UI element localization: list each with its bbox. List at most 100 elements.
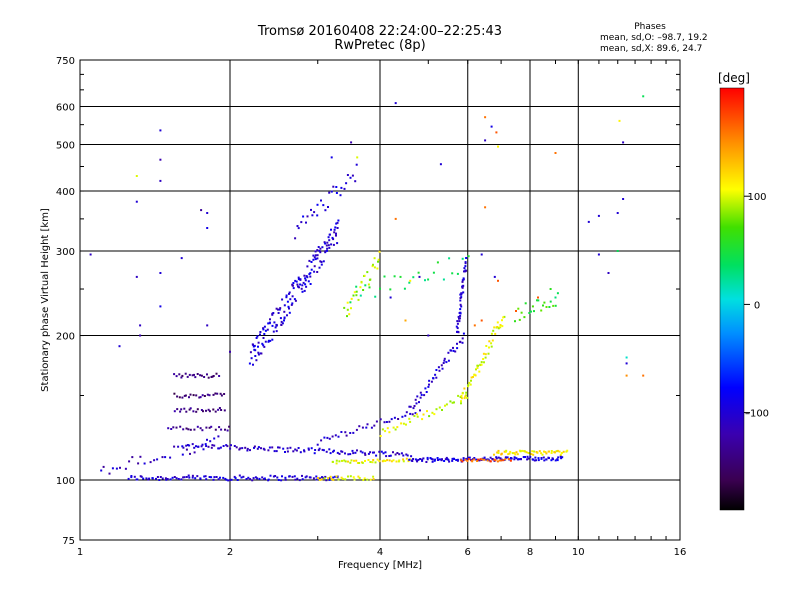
data-point — [477, 458, 480, 461]
data-point — [263, 345, 266, 348]
data-point — [625, 362, 628, 365]
data-point — [483, 361, 485, 364]
data-point — [399, 275, 402, 278]
data-point — [366, 271, 369, 274]
data-point — [291, 302, 294, 305]
data-point — [313, 256, 316, 259]
data-point — [493, 458, 496, 461]
data-point — [358, 477, 361, 479]
data-point — [280, 320, 283, 323]
data-point — [479, 363, 482, 366]
chart-title: Tromsø 20160408 22:24:00–22:25:43 — [257, 24, 503, 39]
data-point — [191, 374, 194, 377]
data-point — [323, 477, 326, 480]
data-point — [462, 284, 465, 287]
data-point — [347, 460, 349, 463]
data-point — [329, 475, 332, 478]
data-point — [497, 327, 500, 330]
data-point — [193, 373, 195, 376]
data-point — [353, 478, 356, 481]
data-point — [314, 258, 317, 261]
data-point — [201, 394, 204, 397]
data-point — [348, 313, 351, 316]
data-point — [148, 477, 151, 480]
data-point — [415, 413, 418, 416]
data-point — [346, 301, 349, 304]
data-point — [560, 452, 563, 454]
data-point — [491, 458, 494, 460]
data-point — [308, 259, 311, 262]
data-point — [485, 458, 488, 461]
data-point — [421, 458, 424, 461]
data-point — [356, 156, 359, 159]
data-point — [408, 417, 411, 420]
data-point — [212, 375, 215, 377]
data-point — [354, 451, 357, 454]
data-point — [288, 307, 290, 310]
data-point — [220, 428, 223, 431]
data-point — [488, 346, 490, 349]
data-point — [484, 206, 487, 209]
data-point — [467, 456, 470, 459]
data-point — [188, 476, 191, 479]
data-point — [372, 459, 375, 461]
data-point — [291, 295, 294, 298]
data-point — [459, 340, 462, 343]
data-point — [372, 478, 375, 481]
data-point — [175, 375, 178, 378]
data-point — [369, 478, 372, 481]
data-point — [374, 461, 377, 464]
data-point — [180, 257, 183, 260]
data-point — [217, 435, 220, 438]
data-point — [326, 249, 328, 252]
data-point — [528, 312, 531, 314]
data-point — [447, 458, 450, 461]
data-point — [545, 458, 548, 461]
data-point — [294, 299, 297, 302]
data-point — [285, 294, 288, 297]
data-point — [286, 300, 289, 303]
data-point — [460, 292, 463, 295]
data-point — [208, 394, 211, 397]
data-point — [379, 435, 382, 437]
data-point — [151, 477, 154, 480]
data-point — [207, 376, 210, 379]
data-point — [482, 358, 485, 360]
data-point — [111, 467, 114, 470]
data-point — [223, 393, 226, 395]
data-point — [208, 410, 211, 413]
data-point — [185, 448, 188, 451]
data-point — [427, 278, 430, 281]
data-point — [253, 446, 255, 449]
data-point — [209, 440, 212, 443]
data-point — [362, 289, 365, 291]
data-point — [416, 395, 419, 398]
data-point — [197, 445, 200, 448]
data-point — [327, 244, 330, 247]
data-point — [319, 477, 321, 480]
data-point — [262, 327, 265, 330]
data-point — [542, 456, 545, 459]
data-point — [366, 423, 369, 426]
data-point — [497, 456, 500, 459]
data-point — [277, 308, 279, 311]
data-point — [642, 95, 645, 98]
data-point — [384, 430, 387, 433]
data-point — [494, 459, 497, 462]
data-point — [352, 431, 355, 434]
data-point — [417, 458, 420, 461]
data-point — [211, 375, 214, 378]
data-point — [412, 407, 415, 410]
data-point — [304, 283, 307, 286]
data-point — [182, 476, 185, 479]
data-point — [268, 446, 271, 449]
data-point — [192, 410, 195, 413]
data-point — [378, 250, 381, 253]
data-point — [439, 163, 442, 166]
data-point — [149, 461, 152, 464]
data-point — [413, 415, 416, 417]
data-point — [288, 291, 291, 294]
data-point — [532, 453, 535, 456]
data-point — [313, 452, 316, 455]
data-point — [325, 244, 328, 247]
